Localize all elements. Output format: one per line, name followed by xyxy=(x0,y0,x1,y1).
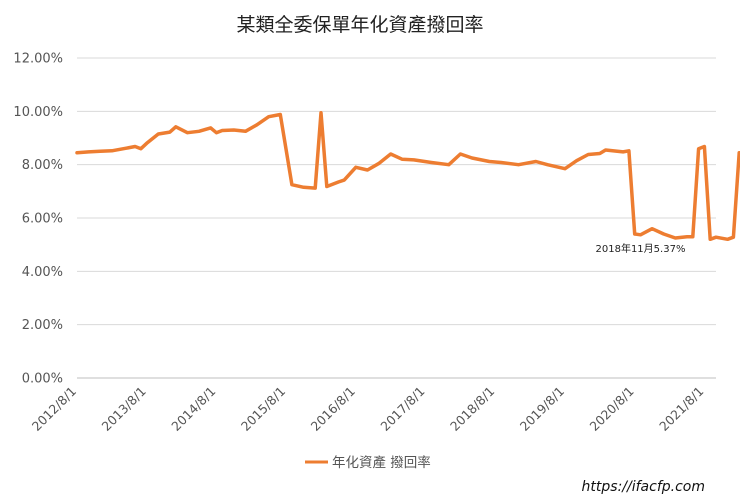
annotations: 2018年11月5.37%2020年11月 5.35% xyxy=(596,242,686,255)
x-tick-label: 2021/8/1 xyxy=(656,384,706,434)
series-layer xyxy=(75,110,740,242)
x-tick-label: 2018/8/1 xyxy=(447,384,497,434)
y-tick-label: 2.00% xyxy=(22,318,63,333)
series-line xyxy=(75,110,740,242)
chart-title: 某類全委保單年化資產撥回率 xyxy=(236,14,483,36)
x-tick-label: 2015/8/1 xyxy=(238,384,288,434)
x-tick-label: 2014/8/1 xyxy=(168,384,218,434)
x-tick-label: 2016/8/1 xyxy=(308,384,358,434)
y-axis-ticks: 0.00% 2.00% 4.00% 6.00% 8.00% 10.00% 12.00% xyxy=(13,52,63,387)
gridlines xyxy=(77,57,716,379)
x-tick-label: 2020/8/1 xyxy=(586,384,636,434)
legend: 年化資產 撥回率 xyxy=(305,454,431,471)
x-tick-label: 2012/8/1 xyxy=(29,384,79,434)
x-axis-ticks: 2012/8/1 2013/8/1 2014/8/1 2015/8/1 2016/8/1… xyxy=(29,384,707,434)
y-tick-label: 6.00% xyxy=(22,212,63,227)
x-tick-label: 2013/8/1 xyxy=(99,384,149,434)
x-tick-label: 2017/8/1 xyxy=(377,384,427,434)
y-tick-label: 4.00% xyxy=(22,265,63,280)
y-tick-label: 8.00% xyxy=(22,158,63,173)
watermark-text: https://ifacfp.com xyxy=(582,479,705,495)
y-tick-label: 12.00% xyxy=(13,52,63,67)
y-tick-label: 10.00% xyxy=(13,105,63,120)
legend-label: 年化資產 撥回率 xyxy=(332,454,431,471)
annotation-label: 2018年11月5.37% xyxy=(596,242,686,255)
y-tick-label: 0.00% xyxy=(22,372,63,387)
x-tick-label: 2019/8/1 xyxy=(517,384,567,434)
